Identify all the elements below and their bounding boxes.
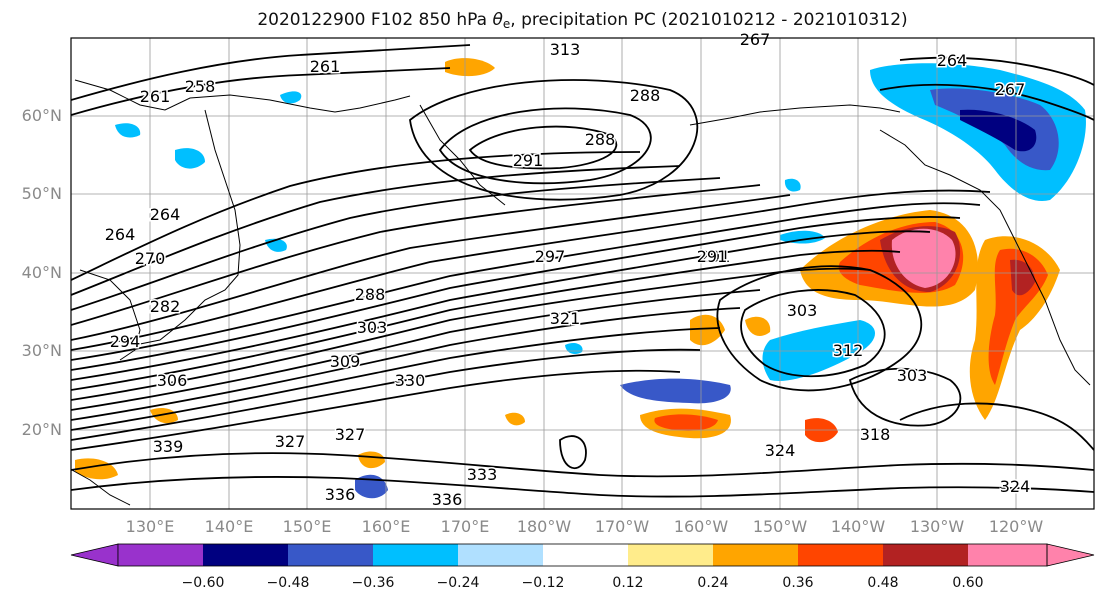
- colorbar-extend-low: [70, 543, 119, 567]
- contour-label: 306: [157, 371, 188, 390]
- colorbar: [70, 543, 1095, 567]
- contour-label: 291: [700, 247, 731, 266]
- colorbar-label: 0.60: [952, 575, 984, 591]
- contour-label: 318: [860, 425, 891, 444]
- precip-negative-area: [762, 320, 875, 381]
- lat-label-20n: 20°N: [21, 420, 62, 439]
- contour-label: 261: [310, 57, 341, 76]
- colorbar-label: −0.12: [521, 575, 565, 591]
- precip-positive-area: [690, 314, 725, 346]
- lon-label: 130°W: [909, 517, 965, 536]
- colorbar-label: 0.48: [867, 575, 899, 591]
- contour-label: 294: [110, 332, 141, 351]
- contour-label: 264: [937, 51, 968, 70]
- contour-label: 324: [1000, 477, 1031, 496]
- lon-label: 170°E: [440, 517, 490, 536]
- contour-label: 267: [995, 80, 1026, 99]
- lat-label-40n: 40°N: [21, 263, 62, 282]
- contour-label: 312: [833, 341, 864, 360]
- lat-label-30n: 30°N: [21, 341, 62, 360]
- lon-label: 130°E: [125, 517, 175, 536]
- precip-negative-area: [784, 178, 801, 192]
- contour-label: 336: [325, 485, 356, 504]
- colorbar-label: −0.60: [181, 575, 225, 591]
- map-frame: [70, 37, 1095, 510]
- colorbar-swatch: [288, 544, 373, 566]
- precip-positive-area: [445, 58, 495, 77]
- contour-label: 267: [740, 30, 771, 49]
- colorbar-label: 0.12: [612, 575, 644, 591]
- colorbar-extend-high: [1046, 543, 1095, 567]
- contour-label: 297: [535, 247, 566, 266]
- lon-label: 170°W: [594, 517, 650, 536]
- contour-label: 264: [105, 225, 136, 244]
- lon-label: 150°E: [282, 517, 332, 536]
- contour-label: 321: [550, 309, 581, 328]
- precip-positive-area: [150, 408, 178, 424]
- gridlines: [71, 38, 1094, 509]
- contour-label: 339: [153, 437, 184, 456]
- lon-label: 160°W: [673, 517, 729, 536]
- contour-label: 327: [275, 432, 306, 451]
- precip-negative-area: [115, 123, 141, 138]
- precip-positive-area: [654, 414, 718, 431]
- contour-label: 327: [335, 425, 366, 444]
- precip-negative-area: [780, 230, 825, 244]
- contour-label: 303: [787, 301, 818, 320]
- contour-label: 288: [585, 130, 616, 149]
- contour-label: 303: [897, 366, 928, 385]
- colorbar-swatch: [203, 544, 288, 566]
- contour-label: 288: [630, 86, 661, 105]
- lat-label-50n: 50°N: [21, 184, 62, 203]
- precip-positive-area: [745, 316, 771, 336]
- colorbar-label: 0.24: [697, 575, 729, 591]
- precip-positive-area: [505, 412, 525, 426]
- coastlines: [71, 79, 1091, 506]
- precip-negative-area: [960, 109, 1037, 152]
- contour-label: 258: [185, 77, 216, 96]
- colorbar-swatch: [628, 544, 713, 566]
- lon-label: 120°W: [988, 517, 1044, 536]
- contour-label: 282: [150, 297, 181, 316]
- contour-label: 303: [357, 318, 388, 337]
- colorbar-label: −0.48: [266, 575, 310, 591]
- colorbar-swatch: [373, 544, 458, 566]
- contour-label: 313: [550, 40, 581, 59]
- contour-label: 330: [395, 371, 426, 390]
- figure-title: 2020122900 F102 850 hPa θe, precipitatio…: [257, 10, 908, 31]
- colorbar-swatch: [883, 544, 968, 566]
- colorbar-label: −0.36: [351, 575, 395, 591]
- lon-label: 150°W: [752, 517, 808, 536]
- contour-label: 288: [355, 285, 386, 304]
- theta-e-contours: [71, 44, 1094, 498]
- contour-label: 291: [513, 151, 544, 170]
- colorbar-label: 0.36: [782, 575, 814, 591]
- colorbar-swatch: [798, 544, 883, 566]
- lon-label: 140°E: [204, 517, 254, 536]
- colorbar-swatch: [543, 544, 628, 566]
- precip-negative-area: [280, 91, 302, 104]
- contour-label: 261: [140, 87, 171, 106]
- contour-label: 270: [135, 249, 166, 268]
- colorbar-swatch: [968, 544, 1047, 566]
- contour-labels: 261 258 261 264 264 270 282 294 306 309 …: [103, 29, 1032, 511]
- colorbar-swatch: [458, 544, 543, 566]
- contour-label: 309: [330, 352, 361, 371]
- precip-negative-area: [175, 148, 205, 169]
- contour-label: 336: [432, 490, 463, 509]
- lon-label: 180°W: [516, 517, 572, 536]
- lon-label: 140°W: [830, 517, 886, 536]
- precip-negative-area: [620, 378, 731, 404]
- colorbar-swatch: [713, 544, 798, 566]
- lon-label: 160°E: [361, 517, 411, 536]
- contour-label: 264: [150, 205, 181, 224]
- contour-label: 291: [697, 247, 728, 266]
- contour-label: 324: [765, 441, 796, 460]
- colorbar-label: −0.24: [436, 575, 480, 591]
- lat-label-60n: 60°N: [21, 106, 62, 125]
- contour-label: 333: [467, 465, 498, 484]
- colorbar-swatch: [118, 544, 203, 566]
